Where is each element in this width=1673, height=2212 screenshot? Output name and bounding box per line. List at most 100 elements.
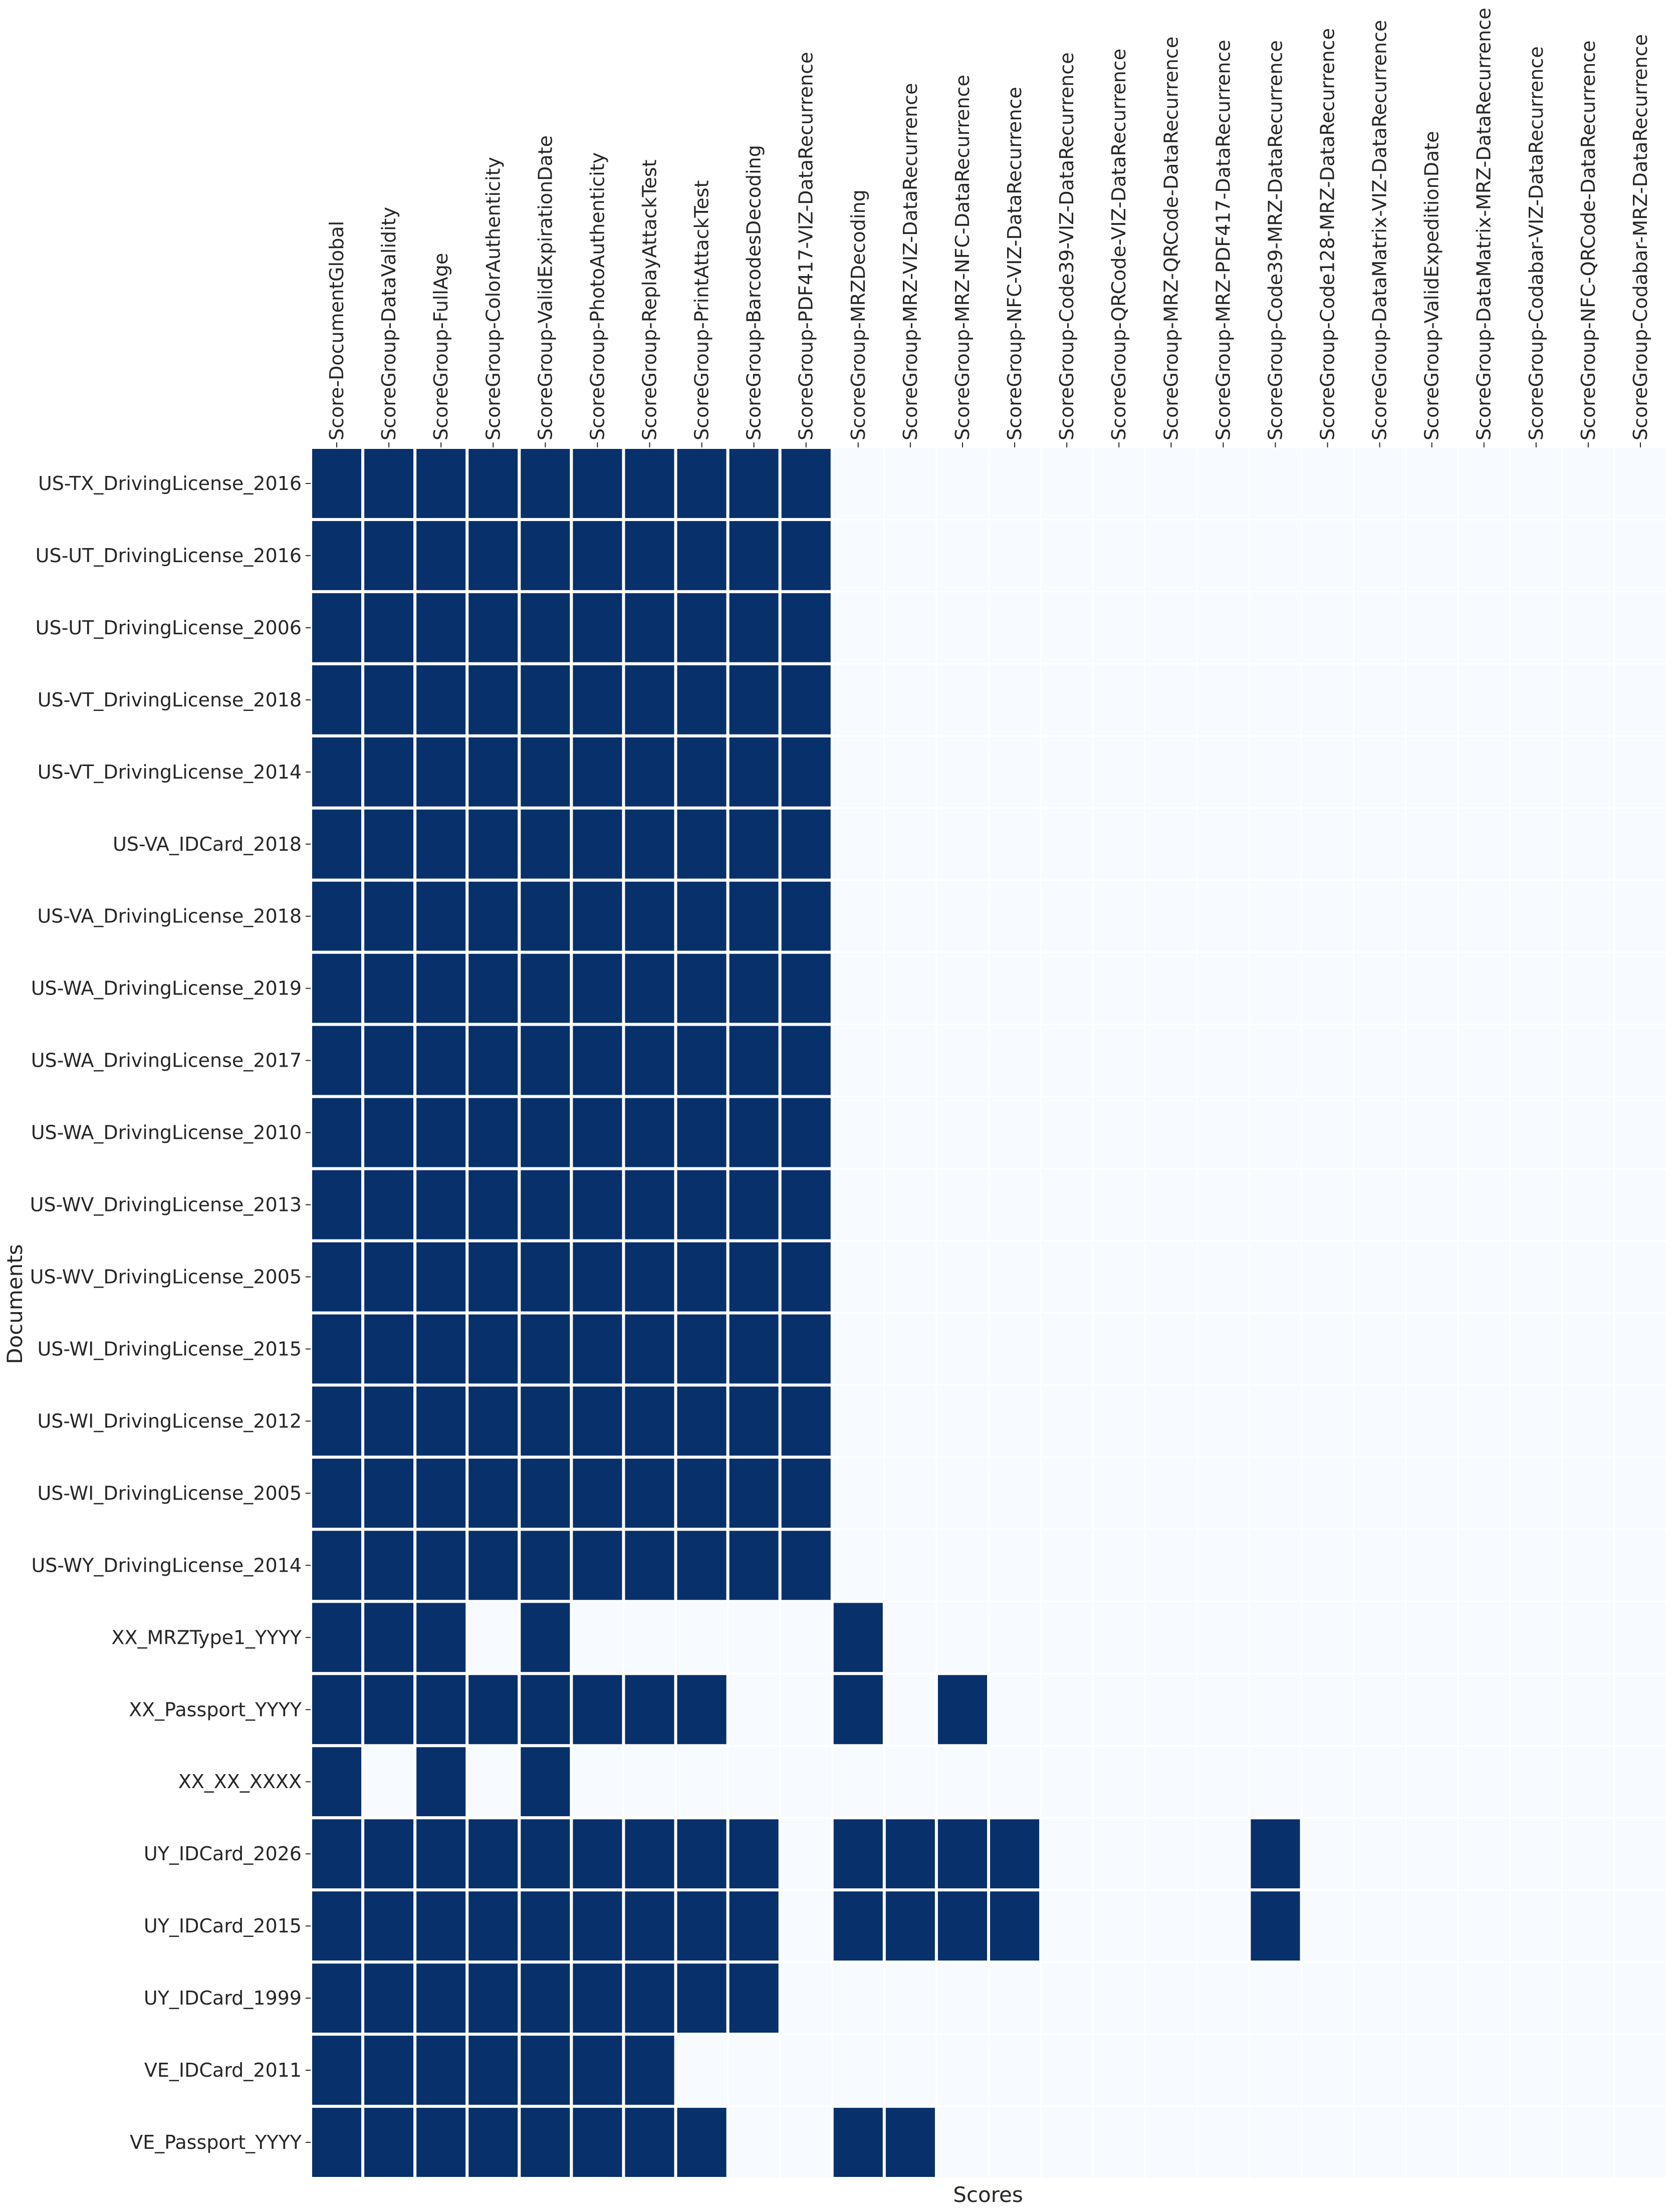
heatmap-cell <box>1092 1600 1146 1674</box>
heatmap-cell <box>1353 1672 1407 1747</box>
heatmap-cell <box>1561 735 1615 809</box>
heatmap-cell <box>935 1600 990 1674</box>
heatmap-cell <box>361 1888 417 1964</box>
heatmap-cell <box>831 2033 885 2107</box>
heatmap-cell <box>1509 519 1563 593</box>
heatmap-cell <box>778 1023 834 1098</box>
heatmap-cell <box>413 1167 469 1243</box>
heatmap-cell <box>309 1816 365 1892</box>
heatmap-cell <box>1144 1528 1198 1602</box>
heatmap-cell <box>518 1311 573 1387</box>
heatmap-cell <box>309 734 365 810</box>
row-label: VE_Passport_YYYY <box>130 2131 302 2153</box>
column-label: ScoreGroup-Codabar-VIZ-DataRecurrence <box>1525 46 1547 440</box>
heatmap-cell <box>570 590 625 665</box>
heatmap-cell <box>1457 1240 1511 1314</box>
heatmap-cell <box>883 591 937 665</box>
heatmap-cell <box>465 1383 521 1459</box>
heatmap-cell <box>988 1384 1042 1458</box>
heatmap-cell <box>988 446 1042 521</box>
heatmap-cell <box>1457 1745 1511 1819</box>
heatmap-cell <box>1613 519 1667 593</box>
heatmap-cell <box>361 950 417 1026</box>
heatmap-cell <box>622 1600 677 1674</box>
heatmap-cell <box>622 2105 677 2180</box>
heatmap-cell <box>413 2033 469 2108</box>
heatmap-cell <box>988 1024 1042 1098</box>
heatmap-cell <box>1196 735 1250 809</box>
heatmap-cell <box>1300 951 1355 1026</box>
heatmap-cell <box>883 1672 937 1747</box>
heatmap-cell <box>674 1528 730 1603</box>
heatmap-cell <box>1196 519 1250 593</box>
heatmap-cell <box>413 1528 469 1603</box>
heatmap-cell <box>1092 519 1146 593</box>
heatmap-cell <box>465 950 521 1026</box>
row-label: US-UT_DrivingLicense_2016 <box>36 545 302 567</box>
heatmap-cell <box>674 806 730 882</box>
heatmap-cell <box>1040 1600 1094 1674</box>
heatmap-cell <box>518 1600 573 1675</box>
heatmap-cell <box>1196 1889 1250 1963</box>
heatmap-cell <box>1092 1889 1146 1963</box>
heatmap-cell <box>988 807 1042 881</box>
heatmap-cell <box>1509 1096 1563 1170</box>
heatmap-cell <box>309 1888 365 1964</box>
heatmap-cells <box>309 446 1667 2180</box>
heatmap-cell <box>1300 1024 1355 1098</box>
heatmap-cell <box>1092 1672 1146 1747</box>
heatmap-cell <box>1613 1384 1667 1458</box>
heatmap-cell <box>1353 446 1407 521</box>
heatmap-cell <box>1353 879 1407 953</box>
heatmap-cell <box>518 662 573 738</box>
y-axis-title: Documents <box>3 1244 27 1364</box>
heatmap-cell <box>570 518 625 593</box>
heatmap-cell <box>726 1960 782 2036</box>
heatmap-cell <box>674 2105 730 2180</box>
heatmap-cell <box>1144 1240 1198 1314</box>
row-label: US-WV_DrivingLicense_2005 <box>30 1266 302 1288</box>
heatmap-cell <box>1248 2033 1302 2107</box>
heatmap-cell <box>779 1961 833 2035</box>
heatmap-cell <box>1040 879 1094 953</box>
heatmap-cell <box>1457 2105 1511 2179</box>
heatmap-cell <box>570 1745 624 1819</box>
heatmap-cell <box>1040 735 1094 809</box>
heatmap-cell <box>1040 591 1094 665</box>
heatmap-cell <box>309 590 365 665</box>
heatmap-cell <box>309 1455 365 1531</box>
heatmap-cell <box>1405 2033 1459 2107</box>
heatmap-cell <box>1405 446 1459 521</box>
row-label: UY_IDCard_2026 <box>144 1843 302 1865</box>
heatmap-cell <box>1613 2105 1667 2179</box>
heatmap-cell <box>674 1239 730 1315</box>
heatmap-cell <box>1092 807 1146 881</box>
heatmap-cell <box>935 1096 990 1170</box>
heatmap-cell <box>988 1600 1042 1674</box>
heatmap-cell <box>622 1167 677 1243</box>
heatmap-cell <box>1353 663 1407 737</box>
heatmap-cell <box>518 1528 573 1603</box>
column-label: ScoreGroup-DataValidity <box>378 207 400 440</box>
heatmap-cell <box>779 2105 833 2179</box>
row-label: US-VT_DrivingLicense_2018 <box>38 689 302 711</box>
heatmap-cell <box>465 1167 521 1243</box>
heatmap-cell <box>309 878 365 954</box>
heatmap-cell <box>935 1024 990 1098</box>
heatmap-cell <box>1457 663 1511 737</box>
heatmap-cell <box>1353 807 1407 881</box>
column-label: ScoreGroup-MRZ-VIZ-DataRecurrence <box>899 83 921 440</box>
heatmap-cell <box>1457 1817 1511 1891</box>
heatmap-cell <box>674 1960 730 2036</box>
heatmap-cell <box>935 1745 990 1819</box>
heatmap-cell <box>413 878 469 954</box>
row-label: US-WY_DrivingLicense_2014 <box>31 1554 302 1576</box>
heatmap-cell <box>1196 1672 1250 1747</box>
heatmap-cell <box>1405 1961 1459 2035</box>
heatmap-cell <box>1561 807 1615 881</box>
heatmap-cell <box>1405 1384 1459 1458</box>
heatmap-cell <box>726 1095 782 1170</box>
heatmap-cell <box>622 662 677 738</box>
heatmap-cell <box>1353 2033 1407 2107</box>
heatmap-cell <box>1509 2105 1563 2179</box>
